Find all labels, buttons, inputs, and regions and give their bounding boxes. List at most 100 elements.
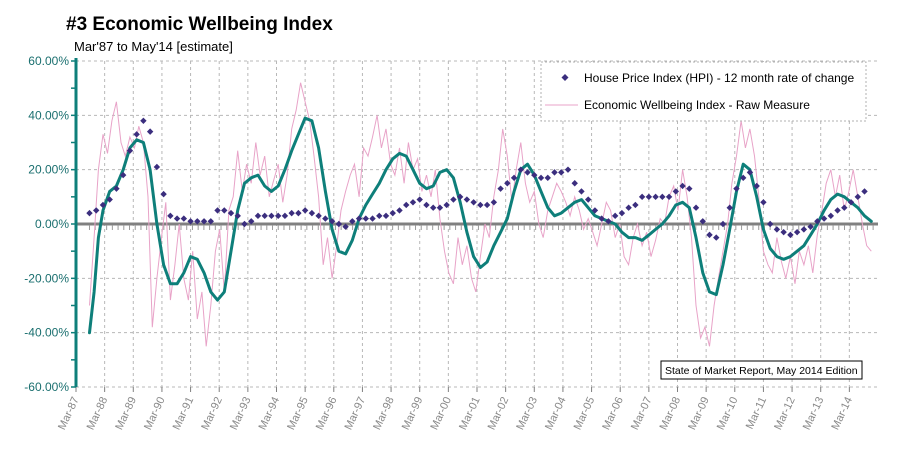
axes: [71, 58, 850, 392]
series-area: [86, 82, 873, 347]
x-tick-label: Mar-04: [543, 395, 569, 432]
hpi-point: [800, 226, 808, 233]
hpi-point: [322, 215, 329, 222]
x-tick-label: Mar-98: [371, 395, 397, 432]
x-tick-label: Mar-93: [228, 395, 254, 432]
hpi-point: [187, 218, 194, 225]
hpi-point: [847, 199, 855, 206]
hpi-point: [160, 190, 167, 198]
hpi-point: [524, 169, 531, 176]
hpi-point: [207, 218, 214, 225]
hpi-point: [699, 218, 706, 225]
hpi-point: [713, 234, 720, 241]
hpi-point: [665, 193, 673, 201]
hpi-point: [659, 193, 666, 201]
legend: House Price Index (HPI) - 12 month rate …: [540, 61, 867, 122]
hpi-point: [544, 174, 551, 182]
hpi-point: [403, 201, 410, 209]
x-tick-label: Mar-11: [744, 395, 769, 431]
hpi-point: [382, 212, 390, 220]
hpi-point: [140, 117, 147, 124]
hpi-point: [551, 169, 558, 176]
hpi-point: [652, 193, 659, 201]
hpi-point: [638, 193, 646, 201]
hpi-point: [537, 174, 545, 182]
hpi-point: [409, 199, 417, 206]
x-axis-labels: Mar-87 Mar-88 Mar-89 Mar-90 Mar-91 Mar-92 Mar-…: [56, 395, 855, 432]
x-tick-label: Mar-87: [56, 395, 82, 432]
hpi-point: [760, 199, 767, 206]
hpi-point: [598, 215, 605, 222]
hpi-point: [234, 212, 241, 220]
hpi-point: [793, 228, 801, 236]
hpi-point: [200, 218, 208, 225]
hpi-point: [497, 185, 504, 192]
x-tick-label: Mar-12: [772, 395, 798, 432]
hpi-point: [456, 193, 464, 201]
hpi-point: [807, 223, 814, 230]
x-tick-label: Mar-03: [514, 395, 540, 432]
hpi-point: [483, 201, 491, 209]
hpi-point: [335, 220, 343, 228]
hpi-point: [564, 166, 572, 173]
hpi-point: [686, 185, 693, 192]
hpi-point: [841, 204, 848, 211]
hpi-point: [827, 212, 835, 220]
source-note-box: [660, 360, 863, 380]
hpi-point: [429, 204, 437, 211]
x-tick-label: Mar-09: [686, 395, 712, 432]
source-note: State of Market Report, May 2014 Edition: [660, 360, 863, 380]
hpi-point: [194, 218, 201, 225]
series-smoothed-line: [88, 116, 873, 335]
legend-label-hpi: House Price Index (HPI) - 12 month rate …: [584, 71, 854, 85]
x-tick-label: Mar-92: [199, 395, 225, 432]
hpi-point: [288, 209, 295, 217]
hpi-point: [113, 185, 120, 192]
hpi-point: [362, 215, 369, 222]
hpi-point: [861, 188, 868, 195]
hpi-point: [308, 209, 316, 217]
x-tick-label: Mar-05: [572, 395, 598, 432]
hpi-point: [167, 212, 174, 220]
hpi-point: [153, 163, 161, 171]
hpi-point: [119, 171, 127, 179]
zero-line: [76, 222, 878, 230]
hpi-point: [787, 231, 794, 239]
x-tick-label: Mar-90: [142, 395, 168, 432]
x-tick-label: Mar-00: [428, 395, 454, 432]
hpi-point: [504, 180, 511, 187]
hpi-point: [126, 147, 134, 154]
hpi-point: [423, 201, 430, 209]
hpi-point: [645, 193, 653, 201]
hpi-point: [396, 207, 403, 214]
hpi-point: [706, 231, 713, 239]
hpi-point: [746, 169, 754, 176]
legend-diamond: [561, 74, 569, 81]
hpi-point: [753, 182, 760, 190]
hpi-point: [854, 193, 861, 201]
y-tick-label: 20.00%: [28, 163, 69, 177]
hpi-point: [605, 218, 612, 225]
hpi-point: [719, 220, 727, 228]
hpi-point: [315, 212, 322, 220]
hpi-point: [834, 207, 841, 214]
y-tick-label: 0.00%: [35, 217, 69, 231]
hpi-point: [517, 166, 525, 173]
hpi-point: [733, 185, 740, 192]
hpi-point: [571, 180, 578, 187]
hpi-point: [274, 212, 282, 220]
hpi-point: [241, 220, 248, 228]
x-tick-label: Mar-89: [113, 395, 139, 432]
hpi-point: [369, 215, 376, 222]
hpi-point: [450, 196, 457, 203]
hpi-point: [221, 207, 228, 214]
y-tick-label: -40.00%: [24, 326, 69, 340]
hpi-point: [261, 212, 268, 220]
hpi-point: [99, 201, 107, 209]
x-tick-label: Mar-08: [658, 395, 684, 432]
hpi-point: [342, 223, 349, 230]
hpi-point: [389, 209, 396, 217]
legend-label-raw: Economic Wellbeing Index - Raw Measure: [584, 98, 810, 112]
hpi-point: [214, 207, 221, 214]
x-tick-label: Mar-91: [171, 395, 197, 432]
